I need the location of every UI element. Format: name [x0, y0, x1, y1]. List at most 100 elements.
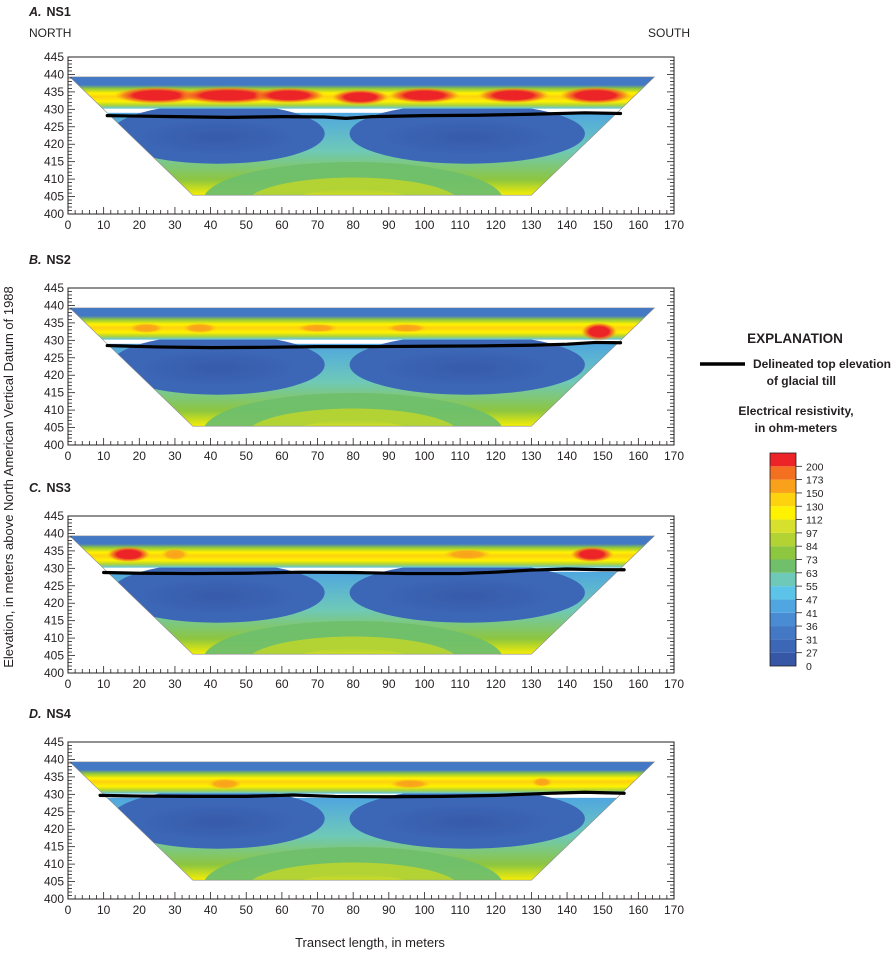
x-tick-label: 50 — [240, 449, 254, 463]
surface-layer — [69, 76, 655, 87]
y-tick-label: 405 — [44, 875, 64, 889]
deep-lobe — [246, 408, 461, 427]
x-tick-label: 70 — [311, 903, 325, 917]
x-tick-label: 10 — [97, 677, 111, 691]
y-tick-label: 420 — [44, 822, 64, 836]
low-resistivity-core — [139, 578, 297, 615]
x-tick-label: 110 — [451, 218, 470, 232]
deep-lobe — [203, 621, 503, 655]
x-tick-label: 110 — [451, 449, 470, 463]
panel-ns1: A. NS1 0 10 20 30 40 50 60 70 80 90 100 110 120 130 140 1… — [28, 5, 684, 232]
panel-title: D. NS4 — [29, 707, 71, 721]
x-tick-label: 30 — [168, 903, 182, 917]
x-tick-label: 0 — [65, 903, 72, 917]
hot-spot — [253, 87, 325, 104]
direction-south-label: SOUTH — [648, 26, 690, 40]
color-swatch — [770, 519, 796, 533]
color-swatch — [770, 492, 796, 507]
color-swatch — [770, 572, 796, 587]
y-tick-label: 435 — [44, 316, 64, 330]
section-outline — [69, 535, 656, 655]
color-swatch — [770, 453, 796, 467]
x-tick-label: 60 — [275, 903, 289, 917]
y-tick-label: 405 — [44, 649, 64, 663]
hot-spot — [581, 322, 617, 341]
x-tick-label: 120 — [486, 903, 506, 917]
x-tick-label: 80 — [346, 218, 360, 232]
deep-lobe — [203, 847, 503, 881]
panel-letter: B. — [29, 253, 42, 267]
x-tick-label: 60 — [275, 218, 289, 232]
panel-ns2: B. NS2 0 10 20 30 40 50 60 70 80 90 100 110 120 130 140 1… — [29, 253, 684, 463]
panel-letter: D. — [29, 707, 42, 721]
panel-ns3: C. NS3 0 10 20 30 40 50 60 70 80 90 100 110 120 130 140 1… — [29, 481, 684, 691]
x-tick-label: 80 — [346, 449, 360, 463]
hot-spot — [331, 89, 389, 105]
hot-spot — [107, 546, 150, 563]
color-scale-label: 41 — [806, 608, 818, 620]
color-scale-label: 63 — [806, 568, 818, 580]
low-resistivity-core — [381, 119, 553, 156]
color-swatch — [770, 479, 796, 493]
x-tick-label: 30 — [168, 449, 182, 463]
legend-till-label-2: of glacial till — [767, 374, 836, 388]
till-top-line — [98, 790, 626, 799]
panel-title: B. NS2 — [29, 253, 71, 267]
low-resistivity-core — [139, 350, 297, 387]
x-tick-label: 170 — [664, 449, 684, 463]
surface-layer — [69, 307, 655, 318]
color-swatch — [770, 506, 796, 520]
x-tick-label: 130 — [521, 218, 541, 232]
panel-name: NS4 — [47, 707, 71, 721]
hot-spot — [207, 778, 243, 790]
x-tick-label: 80 — [346, 903, 360, 917]
x-tick-label: 50 — [240, 218, 254, 232]
x-tick-label: 160 — [628, 903, 648, 917]
x-tick-label: 20 — [133, 677, 147, 691]
x-tick-label: 10 — [97, 903, 111, 917]
panel-name: NS1 — [47, 5, 71, 19]
x-tick-label: 90 — [382, 903, 396, 917]
hot-spot — [178, 87, 279, 104]
resistivity-section — [69, 535, 655, 655]
y-tick-label: 440 — [44, 752, 64, 766]
color-scale-label: 97 — [806, 528, 818, 540]
x-tick-label: 30 — [168, 677, 182, 691]
x-tick-label: 40 — [204, 218, 218, 232]
color-scale-label: 31 — [806, 634, 818, 646]
y-axis-label: Elevation, in meters above North America… — [1, 286, 16, 668]
color-swatch — [770, 612, 796, 627]
y-tick-label: 445 — [44, 735, 64, 749]
y-tick-label: 405 — [44, 190, 64, 204]
x-tick-label: 130 — [521, 449, 541, 463]
panel-letter: C. — [29, 481, 42, 495]
y-tick-label: 410 — [44, 857, 64, 871]
color-swatch — [770, 639, 796, 653]
color-swatch — [770, 532, 796, 547]
x-tick-label: 130 — [521, 677, 541, 691]
y-tick-label: 425 — [44, 120, 64, 134]
panel-title: C. NS3 — [29, 481, 71, 495]
color-swatch — [770, 586, 796, 600]
x-tick-label: 70 — [311, 449, 325, 463]
x-tick-label: 50 — [240, 677, 254, 691]
x-tick-label: 120 — [486, 449, 506, 463]
panel-title: A. NS1 — [28, 5, 71, 19]
x-tick-label: 100 — [414, 449, 434, 463]
explanation-title: EXPLANATION — [747, 331, 843, 346]
x-tick-label: 160 — [628, 449, 648, 463]
hot-spot — [128, 322, 165, 334]
axes: 0 10 20 30 40 50 60 70 80 90 100 110 120 130 140 150 160… — [44, 735, 684, 917]
x-tick-label: 20 — [133, 903, 147, 917]
x-tick-label: 50 — [240, 903, 254, 917]
hot-spot — [570, 546, 614, 563]
x-tick-label: 170 — [664, 218, 684, 232]
high-resistivity-band — [69, 543, 655, 568]
color-scale-frame — [769, 452, 797, 667]
x-tick-label: 160 — [628, 677, 648, 691]
x-tick-label: 60 — [275, 677, 289, 691]
y-tick-label: 420 — [44, 368, 64, 382]
x-tick-label: 10 — [97, 449, 111, 463]
